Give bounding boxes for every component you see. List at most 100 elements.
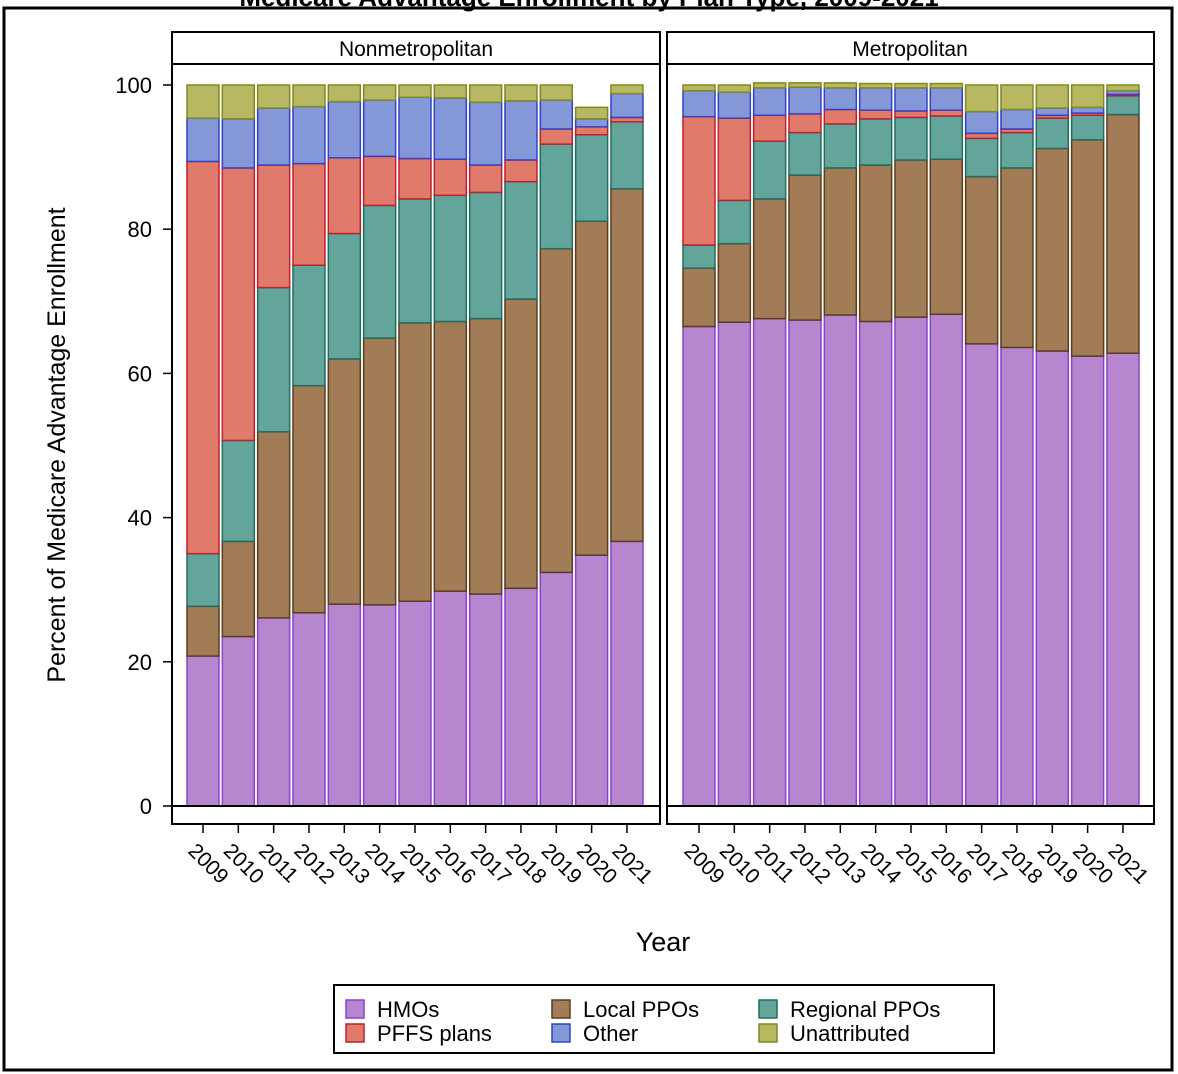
- bar-nonmetropolitan-2019-pffs-plans: [539, 128, 574, 145]
- bar-nonmetropolitan-2018-hmos: [504, 587, 538, 807]
- bar-metropolitan-2010-unattributed: [717, 84, 752, 93]
- bar-nonmetropolitan-2017-hmos: [468, 593, 503, 807]
- legend-label-hmos: HMOs: [377, 997, 439, 1022]
- bar-nonmetropolitan-2020-pffs-plans: [574, 126, 609, 136]
- bar-nonmetropolitan-2020-hmos: [574, 554, 609, 807]
- x-tick-label-metropolitan-2012: 2012: [785, 839, 834, 888]
- bar-nonmetropolitan-2015-regional-ppos: [398, 198, 432, 324]
- legend-swatch-regional-ppos: [758, 999, 778, 1019]
- bar-nonmetropolitan-2013-local-ppos: [327, 358, 362, 605]
- bar-metropolitan-2016-other: [929, 87, 964, 111]
- bar-nonmetropolitan-2010-regional-ppos: [221, 439, 256, 543]
- bar-nonmetropolitan-2013-other: [327, 100, 362, 159]
- y-tick-label-0: 0: [140, 794, 152, 819]
- x-tick-label-nonmetropolitan-2009: 2009: [183, 839, 232, 888]
- bar-metropolitan-2009-unattributed: [682, 84, 716, 92]
- bar-nonmetropolitan-2014-unattributed: [362, 84, 397, 101]
- bar-nonmetropolitan-2013-unattributed: [327, 84, 362, 103]
- bar-metropolitan-2017-other: [964, 110, 999, 135]
- y-tick-label-20: 20: [128, 650, 152, 675]
- bar-metropolitan-2021-regional-ppos: [1106, 95, 1140, 116]
- bar-metropolitan-2020-regional-ppos: [1070, 114, 1105, 141]
- bar-metropolitan-2013-regional-ppos: [823, 123, 858, 169]
- bar-metropolitan-2019-unattributed: [1035, 84, 1070, 109]
- bar-nonmetropolitan-2016-local-ppos: [433, 320, 468, 592]
- y-tick-label-40: 40: [128, 506, 152, 531]
- x-tick-label-nonmetropolitan-2014: 2014: [360, 839, 410, 889]
- bar-metropolitan-2018-local-ppos: [1000, 167, 1034, 349]
- bar-metropolitan-2010-regional-ppos: [717, 199, 752, 245]
- bar-nonmetropolitan-2012-regional-ppos: [292, 264, 326, 387]
- bar-nonmetropolitan-2016-pffs-plans: [433, 158, 468, 197]
- bar-metropolitan-2017-local-ppos: [964, 175, 999, 345]
- bar-metropolitan-2018-regional-ppos: [1000, 131, 1034, 169]
- bar-nonmetropolitan-2014-pffs-plans: [362, 155, 397, 207]
- bar-nonmetropolitan-2013-regional-ppos: [327, 232, 362, 360]
- x-tick-label-nonmetropolitan-2013: 2013: [325, 839, 374, 888]
- x-tick-label-nonmetropolitan-2012: 2012: [289, 839, 338, 888]
- bar-nonmetropolitan-2017-local-ppos: [468, 317, 503, 595]
- bar-metropolitan-2013-other: [823, 87, 858, 111]
- bar-nonmetropolitan-2020-other: [574, 118, 609, 128]
- bar-nonmetropolitan-2018-other: [504, 100, 538, 161]
- bar-nonmetropolitan-2021-hmos: [610, 540, 644, 807]
- bar-nonmetropolitan-2016-regional-ppos: [433, 194, 468, 323]
- bar-metropolitan-2011-other: [752, 87, 787, 117]
- panel-header-left: Nonmetropolitan: [171, 31, 661, 65]
- panel-title-metropolitan: Metropolitan: [852, 38, 968, 61]
- bar-metropolitan-2014-local-ppos: [858, 164, 893, 323]
- bar-metropolitan-2009-pffs-plans: [682, 115, 716, 246]
- bar-nonmetropolitan-2015-unattributed: [398, 84, 432, 99]
- bar-metropolitan-2012-other: [788, 86, 822, 115]
- bar-nonmetropolitan-2010-local-ppos: [221, 540, 256, 638]
- bar-nonmetropolitan-2017-other: [468, 101, 503, 166]
- bar-nonmetropolitan-2017-pffs-plans: [468, 164, 503, 194]
- bar-nonmetropolitan-2013-hmos: [327, 603, 362, 807]
- bar-nonmetropolitan-2019-local-ppos: [539, 247, 574, 574]
- bar-metropolitan-2009-other: [682, 90, 716, 118]
- bar-metropolitan-2012-local-ppos: [788, 174, 822, 321]
- x-tick-label-nonmetropolitan-2018: 2018: [501, 839, 550, 888]
- bar-metropolitan-2021-local-ppos: [1106, 113, 1140, 354]
- x-tick-label-nonmetropolitan-2010: 2010: [219, 839, 268, 888]
- bar-metropolitan-2012-unattributed: [788, 82, 822, 88]
- x-tick-label-metropolitan-2017: 2017: [962, 839, 1011, 888]
- legend-swatch-pffs-plans: [345, 1023, 365, 1043]
- legend-label-regional-ppos: Regional PPOs: [790, 997, 940, 1022]
- legend-swatch-unattributed: [758, 1023, 778, 1043]
- bar-metropolitan-2015-pffs-plans: [894, 110, 928, 119]
- x-tick-label-nonmetropolitan-2017: 2017: [466, 839, 515, 888]
- bar-nonmetropolitan-2011-pffs-plans: [256, 164, 291, 289]
- x-tick-label-metropolitan-2020: 2020: [1068, 839, 1117, 888]
- bar-metropolitan-2016-hmos: [929, 313, 964, 807]
- x-tick-label-nonmetropolitan-2015: 2015: [395, 839, 444, 888]
- bar-metropolitan-2020-hmos: [1070, 355, 1105, 807]
- bar-metropolitan-2020-other: [1070, 106, 1105, 114]
- bars-layer: [186, 82, 1140, 807]
- bar-nonmetropolitan-2010-other: [221, 118, 256, 169]
- bar-nonmetropolitan-2012-pffs-plans: [292, 162, 326, 266]
- bar-nonmetropolitan-2010-unattributed: [221, 84, 256, 120]
- bar-nonmetropolitan-2009-local-ppos: [186, 605, 220, 657]
- x-tick-label-nonmetropolitan-2020: 2020: [572, 839, 621, 888]
- x-tick-label-nonmetropolitan-2019: 2019: [537, 839, 586, 888]
- x-tick-label-metropolitan-2010: 2010: [715, 839, 764, 888]
- bar-metropolitan-2009-hmos: [682, 325, 716, 807]
- bar-metropolitan-2019-other: [1035, 107, 1070, 117]
- bar-nonmetropolitan-2016-other: [433, 97, 468, 161]
- bar-metropolitan-2019-hmos: [1035, 350, 1070, 807]
- legend-swatch-local-ppos: [551, 999, 571, 1019]
- bar-metropolitan-2010-local-ppos: [717, 242, 752, 323]
- bar-metropolitan-2014-other: [858, 87, 893, 111]
- bar-nonmetropolitan-2009-pffs-plans: [186, 160, 220, 555]
- bar-nonmetropolitan-2009-other: [186, 117, 220, 163]
- bar-metropolitan-2016-regional-ppos: [929, 115, 964, 161]
- bar-nonmetropolitan-2011-hmos: [256, 617, 291, 807]
- bar-nonmetropolitan-2019-other: [539, 99, 574, 130]
- x-tick-label-metropolitan-2019: 2019: [1033, 839, 1082, 888]
- bar-metropolitan-2012-regional-ppos: [788, 131, 822, 176]
- legend-swatch-hmos: [345, 999, 365, 1019]
- legend-box: [333, 984, 995, 1054]
- bar-metropolitan-2016-pffs-plans: [929, 109, 964, 117]
- plot-frame-left: [171, 63, 661, 825]
